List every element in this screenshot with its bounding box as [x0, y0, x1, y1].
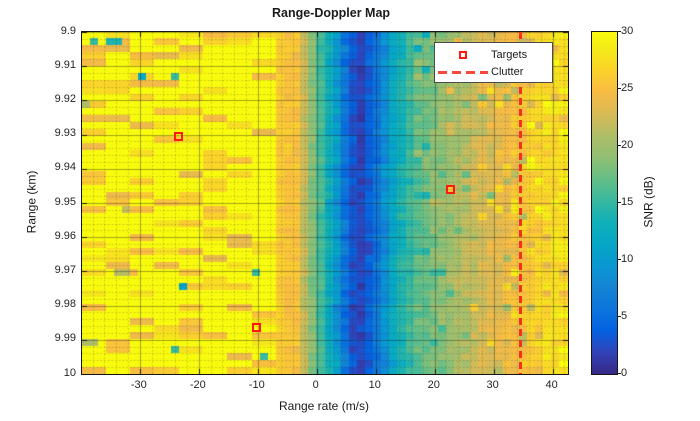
target-marker-icon — [459, 51, 467, 59]
legend-icon-cell — [435, 70, 491, 74]
colorbar-tick-label: 0 — [621, 366, 628, 379]
plot-area — [81, 31, 569, 375]
target-marker — [252, 323, 262, 333]
colorbar-tick-mark — [617, 259, 621, 260]
y-tick-label: 9.99 — [54, 332, 76, 345]
colorbar-tick-label: 25 — [621, 81, 634, 94]
x-tick-label: -30 — [130, 379, 147, 391]
colorbar-tick-mark — [617, 373, 621, 374]
legend: Targets Clutter — [434, 42, 553, 83]
x-tick-label: -10 — [248, 379, 265, 391]
x-tick-label: -20 — [189, 379, 206, 391]
colorbar — [591, 31, 618, 375]
y-tick-label: 9.92 — [54, 92, 76, 105]
colorbar-tick-label: 20 — [621, 138, 634, 151]
colorbar-tick-label: 10 — [621, 252, 634, 265]
legend-icon-cell — [435, 51, 491, 59]
x-tick-label: 30 — [486, 379, 499, 391]
legend-label-targets: Targets — [491, 49, 528, 61]
y-tick-label: 9.97 — [54, 263, 76, 276]
clutter-line — [518, 32, 522, 374]
y-tick-label: 9.93 — [54, 127, 76, 140]
target-marker — [445, 184, 455, 194]
colorbar-tick-mark — [617, 316, 621, 317]
x-tick-label: 10 — [368, 379, 381, 391]
colorbar-tick-mark — [617, 202, 621, 203]
chart-title: Range-Doppler Map — [271, 6, 391, 20]
y-tick-label: 9.91 — [54, 58, 76, 71]
y-tick-label: 9.95 — [54, 195, 76, 208]
y-tick-label: 9.98 — [54, 298, 76, 311]
y-tick-label: 9.94 — [54, 161, 76, 174]
colorbar-tick-mark — [617, 88, 621, 89]
clutter-dashed-line-icon — [438, 70, 488, 74]
legend-entry-clutter: Clutter — [435, 63, 523, 81]
y-tick-label: 9.9 — [60, 24, 76, 37]
colorbar-tick-label: 5 — [621, 309, 628, 322]
x-tick-label: 20 — [427, 379, 440, 391]
x-tick-label: 40 — [545, 379, 558, 391]
colorbar-tick-label: 15 — [621, 195, 634, 208]
x-tick-label: 0 — [312, 379, 319, 391]
y-tick-label: 10 — [63, 366, 76, 379]
y-tick-label: 9.96 — [54, 229, 76, 242]
colorbar-tick-mark — [617, 145, 621, 146]
legend-label-clutter: Clutter — [491, 66, 524, 78]
heatmap-canvas — [82, 32, 568, 374]
target-marker — [174, 131, 184, 141]
colorbar-tick-mark — [617, 31, 621, 32]
colorbar-tick-label: 30 — [621, 24, 634, 37]
legend-entry-targets: Targets — [435, 46, 527, 64]
x-axis-label: Range rate (m/s) — [278, 399, 370, 413]
